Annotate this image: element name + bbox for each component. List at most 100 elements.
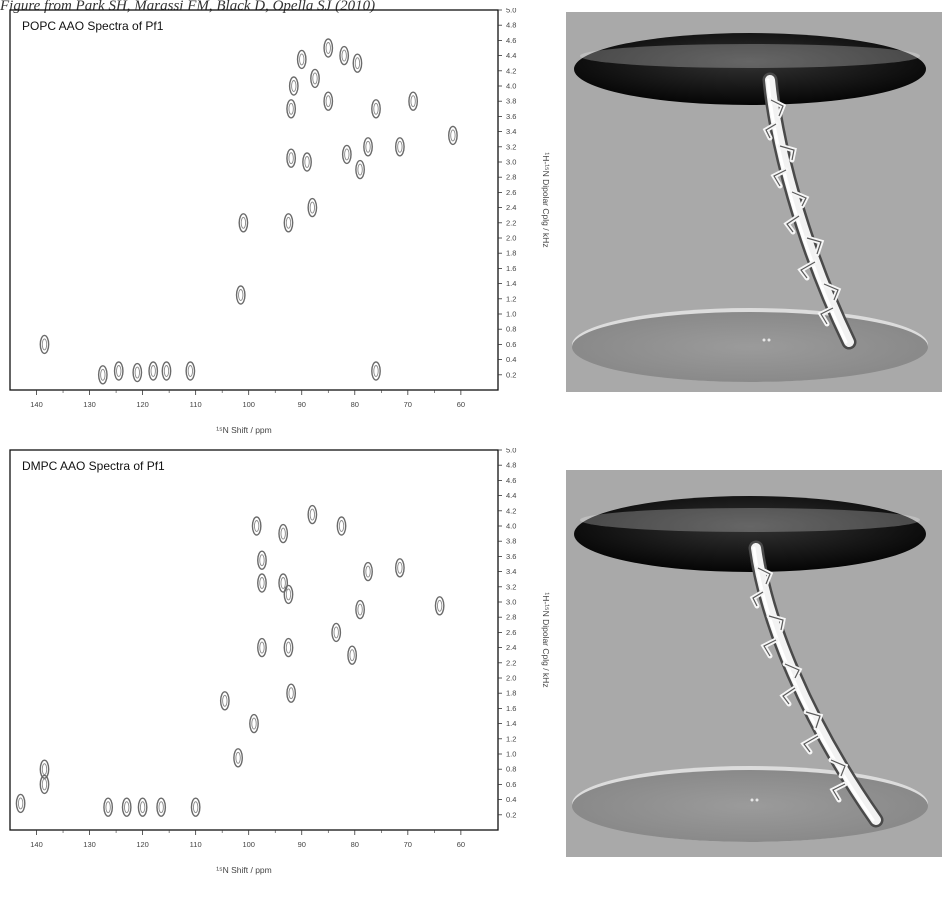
- popc-model-image: [572, 33, 928, 382]
- x-tick-label: 60: [457, 400, 465, 409]
- y-axis-label: ¹H-¹⁵N Dipolar Cplg / kHz: [541, 152, 551, 247]
- spectral-peak: [113, 361, 124, 381]
- y-tick-label: 3.2: [506, 142, 516, 151]
- spectral-peak: [408, 91, 419, 111]
- plot-frame: [9, 449, 499, 831]
- spectral-peak: [251, 516, 262, 536]
- spectral-peak: [39, 334, 50, 355]
- spectral-peak: [283, 584, 294, 605]
- spectral-peak: [352, 53, 363, 73]
- y-tick-label: 4.2: [506, 66, 516, 75]
- spectral-peak: [185, 361, 196, 381]
- helix-peptide-model: [748, 540, 884, 828]
- y-tick-label: 1.2: [506, 734, 516, 743]
- y-tick-label: 3.2: [506, 582, 516, 591]
- spectral-peak: [347, 645, 358, 665]
- y-tick-label: 3.8: [506, 97, 516, 106]
- y-tick-label: 4.2: [506, 506, 516, 515]
- spectral-peak: [278, 573, 289, 593]
- spectral-peak: [219, 691, 230, 711]
- spectral-peak: [394, 558, 405, 578]
- spectral-peak: [296, 49, 307, 70]
- y-tick-label: 4.6: [506, 36, 516, 45]
- spectral-peak: [394, 137, 405, 157]
- y-tick-label: 1.8: [506, 689, 516, 698]
- y-tick-label: 0.2: [506, 370, 516, 379]
- y-tick-label: 2.4: [506, 643, 516, 652]
- x-tick-label: 110: [190, 400, 202, 409]
- spectral-peak: [363, 561, 373, 582]
- y-tick-label: 2.6: [506, 628, 516, 637]
- spectral-peak: [302, 152, 312, 172]
- y-tick-label: 3.8: [506, 537, 516, 546]
- spectral-peak: [235, 285, 246, 305]
- spectral-peak: [161, 361, 172, 381]
- x-tick-label: 130: [83, 400, 96, 409]
- y-tick-label: 4.4: [506, 51, 516, 60]
- x-tick-label: 120: [136, 840, 149, 849]
- spectral-peak: [283, 213, 294, 233]
- spectral-peak: [371, 99, 381, 119]
- spectral-peak: [310, 68, 320, 89]
- x-tick-label: 70: [404, 840, 412, 849]
- y-tick-label: 4.8: [506, 461, 516, 470]
- upper-membrane-disk: [574, 496, 926, 572]
- y-tick-label: 2.0: [506, 674, 516, 683]
- spectral-peak: [448, 125, 458, 146]
- spectral-peak: [339, 45, 350, 66]
- popc-spectrum-panel: POPC AAO Spectra of Pf1 0.2 0.4 0.6 0.8 1.0 1.…: [0, 8, 560, 453]
- x-tick-label: 120: [136, 400, 149, 409]
- y-tick-label: 1.2: [506, 294, 516, 303]
- y-axis-label: ¹H-¹⁵N Dipolar Cplg / kHz: [541, 592, 551, 687]
- y-tick-label: 1.4: [506, 279, 516, 288]
- spectral-peak: [257, 550, 267, 570]
- spectral-peak: [257, 573, 267, 593]
- y-tick-label: 1.4: [506, 719, 516, 728]
- y-tick-label: 4.0: [506, 82, 516, 91]
- spectral-peak: [307, 504, 318, 525]
- chart-title: DMPC AAO Spectra of Pf1: [22, 459, 165, 473]
- lower-membrane-disk: [572, 312, 928, 382]
- dmpc-spectrum-svg: DMPC AAO Spectra of Pf1 0.2 0.4 0.6 0.8 1.0 1.…: [9, 448, 551, 875]
- spectral-peak: [278, 523, 289, 544]
- y-tick-label: 0.6: [506, 780, 516, 789]
- spectral-peak: [286, 683, 297, 703]
- spectral-peak: [121, 797, 132, 817]
- popc-spectrum-svg: POPC AAO Spectra of Pf1 0.2 0.4 0.6 0.8 1.0 1.…: [9, 8, 551, 435]
- y-tick-label: 2.0: [506, 234, 516, 243]
- y-tick-label: 1.6: [506, 264, 516, 273]
- y-tick-label: 5.0: [506, 8, 516, 15]
- spectral-peak: [156, 797, 167, 817]
- spectral-peak: [257, 637, 267, 658]
- y-tick-label: 2.8: [506, 173, 516, 182]
- x-tick-label: 90: [298, 840, 306, 849]
- x-tick-label: 80: [351, 400, 359, 409]
- x-tick-label: 140: [30, 840, 43, 849]
- y-tick-label: 1.0: [506, 750, 516, 759]
- y-tick-label: 2.6: [506, 188, 516, 197]
- spectral-peak: [371, 361, 381, 381]
- x-tick-label: 80: [351, 840, 359, 849]
- y-tick-label: 0.8: [506, 765, 516, 774]
- chart-title: POPC AAO Spectra of Pf1: [22, 19, 164, 33]
- plot-frame: [9, 9, 499, 391]
- y-tick-label: 3.4: [506, 127, 516, 136]
- spectral-peak: [148, 361, 159, 381]
- x-tick-label: 100: [242, 400, 255, 409]
- y-tick-label: 0.2: [506, 810, 516, 819]
- dmpc-membrane-model: [566, 470, 942, 857]
- y-tick-label: 3.0: [506, 158, 516, 167]
- upper-membrane-disk: [574, 33, 926, 105]
- y-tick-label: 4.8: [506, 21, 516, 30]
- x-tick-label: 130: [83, 840, 96, 849]
- spectral-peak: [132, 362, 143, 383]
- spectral-peak: [288, 76, 299, 96]
- spectral-peak: [233, 748, 243, 768]
- y-tick-label: 5.0: [506, 448, 516, 455]
- spectral-peak: [355, 159, 365, 180]
- spectral-peak: [97, 365, 108, 385]
- y-tick-label: 0.4: [506, 795, 516, 804]
- spectral-peak: [363, 137, 373, 157]
- y-tick-label: 3.6: [506, 552, 516, 561]
- x-tick-label: 100: [242, 840, 255, 849]
